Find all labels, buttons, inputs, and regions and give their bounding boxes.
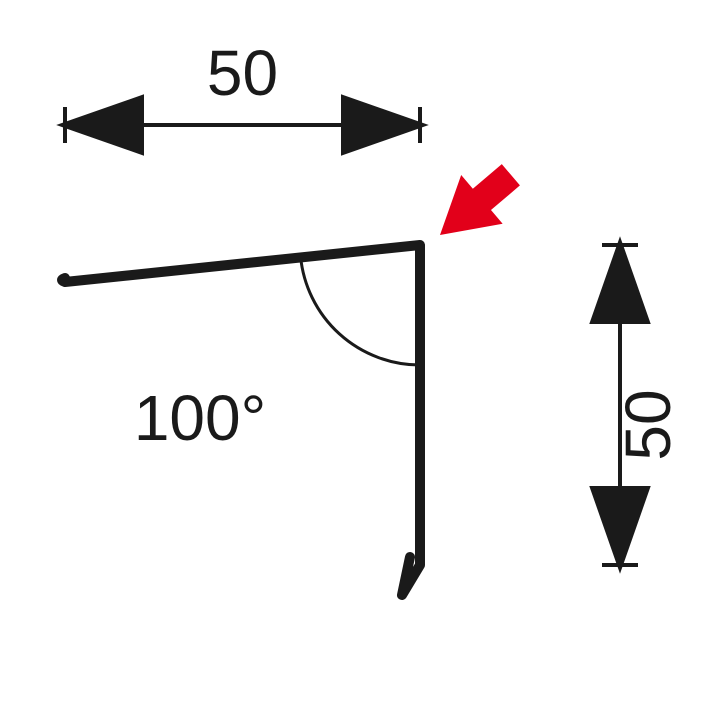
marker-arrow-icon xyxy=(440,164,520,235)
angle-label: 100° xyxy=(134,382,266,454)
angle-arc xyxy=(301,257,420,365)
right-dimension-label: 50 xyxy=(612,389,684,460)
top-dimension-label: 50 xyxy=(207,37,278,109)
technical-drawing: 50 50 100° xyxy=(0,0,725,725)
